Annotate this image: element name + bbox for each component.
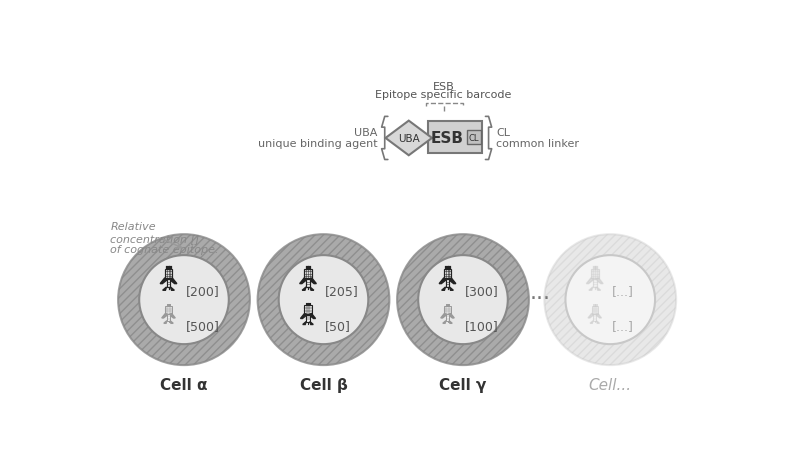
Text: Epitope specific barcode: Epitope specific barcode [375,90,512,100]
Polygon shape [586,278,594,284]
Polygon shape [309,314,315,319]
Text: [500]: [500] [186,320,220,332]
Text: ESB: ESB [433,81,454,92]
Bar [304,306,311,314]
Bar [592,307,598,314]
Polygon shape [448,278,456,284]
Polygon shape [162,314,168,318]
Bar [446,280,450,287]
Bar [591,270,599,278]
Polygon shape [169,314,175,318]
Polygon shape [160,278,168,284]
Bar [446,315,449,321]
Circle shape [139,256,229,345]
Text: unique binding agent: unique binding agent [258,138,378,148]
Bar [307,315,310,322]
Polygon shape [449,321,452,324]
Bar [593,315,596,321]
Circle shape [258,235,389,365]
Text: Cell β: Cell β [299,377,348,392]
Text: [200]: [200] [186,284,220,297]
Polygon shape [310,322,314,325]
Polygon shape [448,314,454,318]
Polygon shape [450,287,453,290]
Polygon shape [171,287,175,290]
Polygon shape [596,287,600,290]
Bar [444,307,450,314]
Text: CL: CL [468,133,479,143]
Bar [304,270,312,278]
Text: UBA: UBA [398,133,419,143]
Polygon shape [169,278,177,284]
Text: Cell γ: Cell γ [439,377,487,392]
Text: CL: CL [496,128,510,138]
Circle shape [544,235,676,365]
Bar [164,270,172,278]
Polygon shape [588,314,594,318]
Polygon shape [596,321,600,324]
Polygon shape [302,287,306,290]
Circle shape [279,256,368,345]
Polygon shape [303,322,307,325]
Polygon shape [163,287,167,290]
Polygon shape [595,314,601,318]
Circle shape [118,235,250,365]
Text: UBA: UBA [355,128,378,138]
Polygon shape [164,321,167,324]
Bar [165,307,171,314]
Polygon shape [170,321,173,324]
Bar [592,280,596,287]
Polygon shape [300,314,307,319]
Text: [50]: [50] [325,320,351,332]
Text: common linker: common linker [496,138,579,148]
Circle shape [397,235,529,365]
Text: Relative
concentration []
of cognate epitope.: Relative concentration [] of cognate epi… [111,221,219,255]
Polygon shape [386,121,432,156]
Text: [205]: [205] [325,284,359,297]
Circle shape [418,256,508,345]
Circle shape [566,256,655,345]
Bar [167,280,171,287]
Text: [...]: [...] [611,284,634,297]
Text: ...: ... [530,282,551,302]
Text: [100]: [100] [465,320,498,332]
Text: Cell...: Cell... [589,377,632,392]
Polygon shape [596,278,603,284]
Text: [...]: [...] [611,320,634,332]
Text: Cell α: Cell α [160,377,208,392]
Text: ESB: ESB [431,130,464,145]
Polygon shape [441,314,447,318]
Bar [167,315,170,321]
Polygon shape [442,321,446,324]
Polygon shape [439,278,447,284]
Polygon shape [310,287,314,290]
FancyBboxPatch shape [428,122,483,154]
Polygon shape [589,287,592,290]
Polygon shape [299,278,307,284]
Bar [444,270,451,278]
Polygon shape [309,278,316,284]
Bar [306,280,310,287]
Polygon shape [442,287,446,290]
Text: [300]: [300] [465,284,498,297]
Polygon shape [590,321,593,324]
FancyBboxPatch shape [467,131,481,145]
